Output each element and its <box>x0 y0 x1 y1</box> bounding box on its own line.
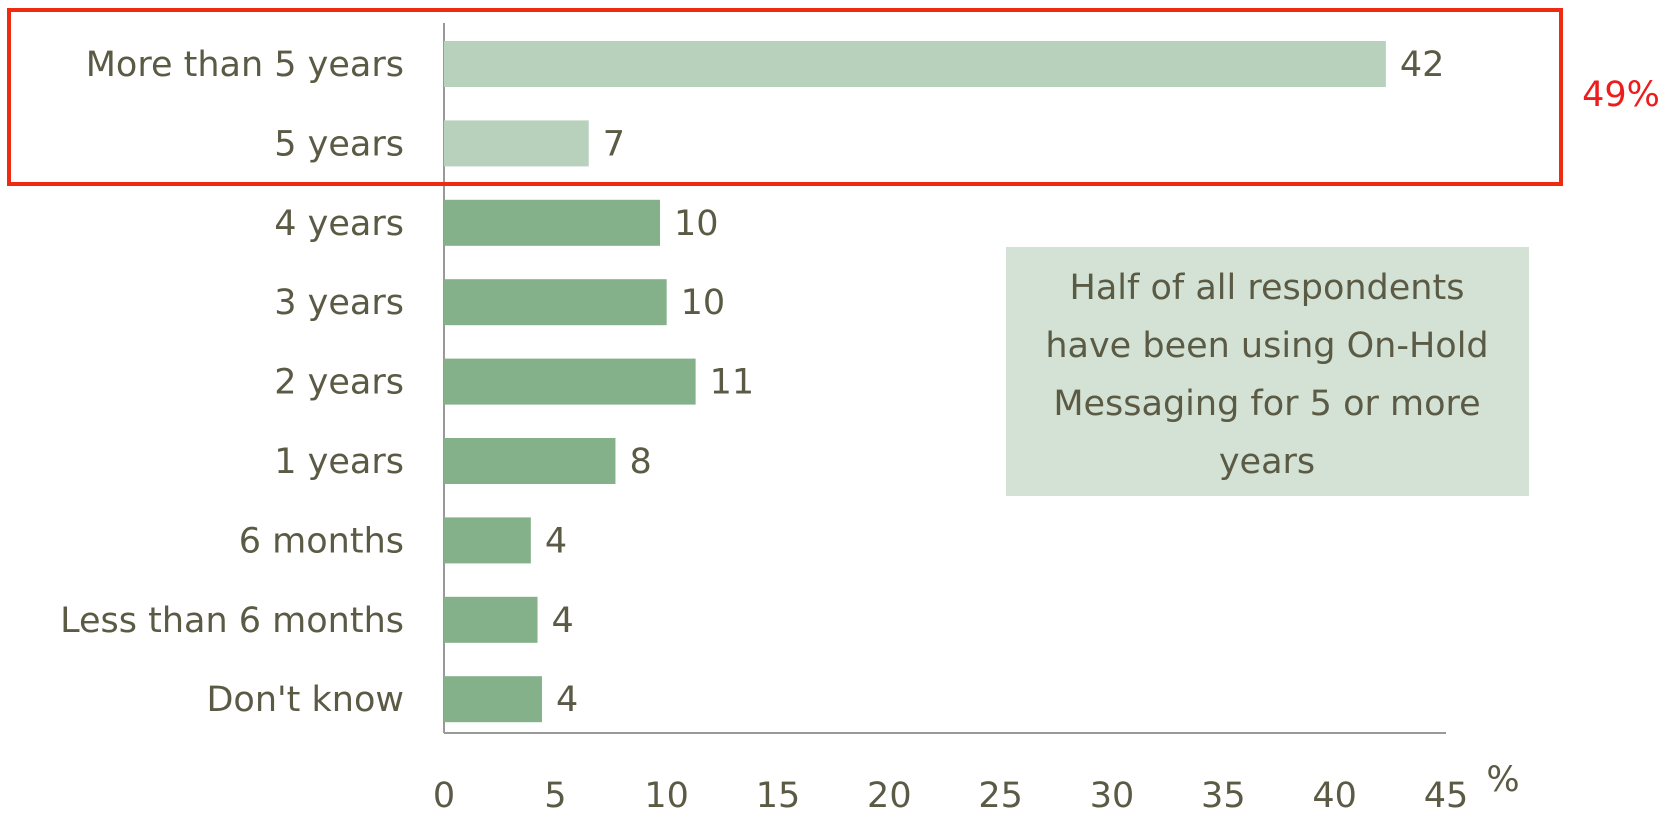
bar <box>444 199 660 246</box>
x-tick-label: 10 <box>644 776 689 816</box>
y-tick-label: Less than 6 months <box>60 601 404 641</box>
annotation-text: Half of all respondents <box>1070 268 1465 308</box>
y-tick-label: 1 years <box>274 442 404 482</box>
x-unit: % <box>1486 760 1519 800</box>
x-tick-label: 30 <box>1090 776 1135 816</box>
x-tick-label: 40 <box>1312 776 1357 816</box>
bar <box>444 676 542 723</box>
bar <box>444 438 616 484</box>
value-label: 4 <box>552 601 574 641</box>
x-tick-label: 35 <box>1201 776 1246 816</box>
bar <box>444 358 696 405</box>
value-label: 4 <box>545 521 567 561</box>
annotation-box <box>1006 247 1529 496</box>
y-tick-label: 6 months <box>239 521 404 561</box>
bar <box>444 596 538 643</box>
y-tick-label: 4 years <box>274 204 404 244</box>
bar <box>444 517 531 564</box>
bar <box>444 120 589 167</box>
x-tick-label: 25 <box>978 776 1023 816</box>
x-tick-label: 15 <box>756 776 801 816</box>
x-tick-label: 45 <box>1424 776 1469 816</box>
x-tick-label: 5 <box>544 776 566 816</box>
annotation-text: have been using On-Hold <box>1045 326 1488 366</box>
y-tick-label: 5 years <box>274 124 404 164</box>
highlight-label: 49% <box>1582 75 1660 115</box>
y-tick-label: 3 years <box>274 283 404 323</box>
value-label: 7 <box>603 124 625 164</box>
y-tick-label: Don't know <box>206 680 404 720</box>
bar <box>444 279 667 326</box>
y-tick-label: 2 years <box>274 363 404 403</box>
annotation-text: years <box>1219 442 1315 482</box>
highlight-box <box>7 8 1563 186</box>
x-tick-label: 20 <box>867 776 912 816</box>
value-label: 8 <box>629 442 651 482</box>
value-label: 11 <box>710 363 755 403</box>
value-label: 10 <box>674 204 719 244</box>
value-label: 10 <box>681 283 726 323</box>
value-label: 4 <box>556 680 578 720</box>
value-label: 42 <box>1400 45 1445 85</box>
y-tick-label: More than 5 years <box>86 45 404 85</box>
annotation-text: Messaging for 5 or more <box>1053 384 1480 424</box>
x-tick-label: 0 <box>433 776 455 816</box>
bar <box>444 41 1386 87</box>
